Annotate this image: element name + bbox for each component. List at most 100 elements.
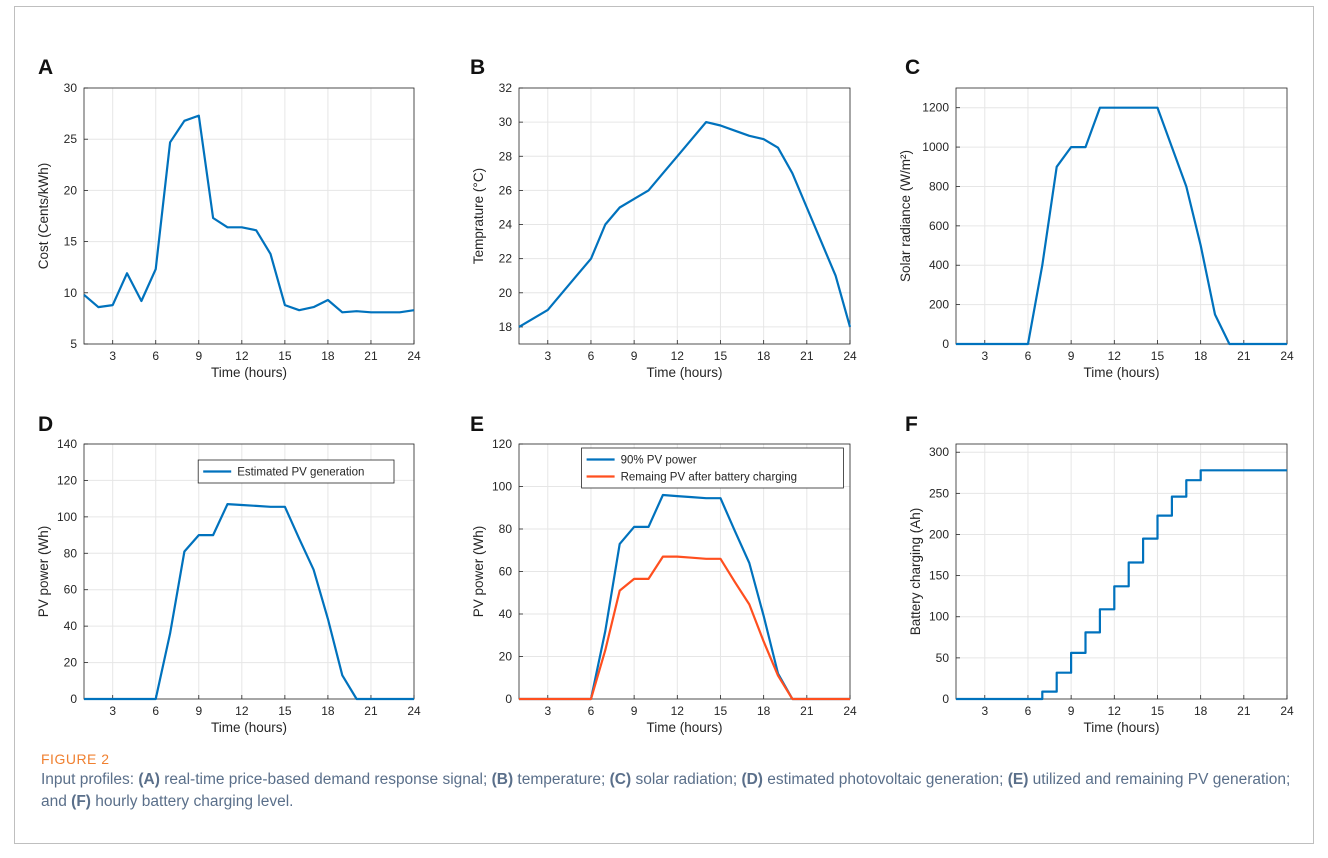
y-tick-label: 0 bbox=[942, 337, 949, 351]
caption-text-run: utilized and remaining PV generation; an… bbox=[41, 771, 1291, 810]
axes-box bbox=[518, 87, 851, 345]
x-axis-label: Time (hours) bbox=[211, 365, 287, 380]
x-axis-label: Time (hours) bbox=[646, 365, 722, 380]
x-tick-label: 6 bbox=[588, 349, 595, 363]
y-tick-label: 100 bbox=[492, 480, 512, 494]
caption-panel-ref: (C) bbox=[609, 771, 632, 788]
legend-box bbox=[197, 459, 395, 484]
chart-panel-c: C 3 6 9 12 15 18 21 24 0 200 400 600 800 1000 1200 Time … bbox=[898, 56, 1294, 380]
caption-panel-ref: (D) bbox=[741, 771, 763, 788]
y-tick-label: 400 bbox=[929, 258, 949, 272]
panel-letter: B bbox=[470, 56, 485, 79]
figure-label: FIGURE 2 bbox=[41, 751, 110, 767]
caption-panel-ref: (A) bbox=[138, 771, 160, 788]
y-tick-label: 20 bbox=[64, 183, 78, 197]
y-tick-label: 50 bbox=[936, 651, 950, 665]
x-tick-label: 18 bbox=[1194, 704, 1208, 718]
y-tick-label: 25 bbox=[64, 132, 78, 146]
x-tick-label: 15 bbox=[714, 349, 728, 363]
y-axis-label: PV power (Wh) bbox=[36, 526, 51, 618]
y-tick-label: 300 bbox=[929, 445, 949, 459]
series-line-1 bbox=[83, 114, 415, 314]
x-tick-label: 18 bbox=[1194, 349, 1208, 363]
x-tick-label: 18 bbox=[321, 704, 335, 718]
y-tick-label: 30 bbox=[64, 81, 78, 95]
x-tick-label: 3 bbox=[109, 704, 116, 718]
y-tick-label: 30 bbox=[499, 115, 513, 129]
panel-letter: C bbox=[905, 56, 920, 79]
y-tick-label: 28 bbox=[499, 149, 513, 163]
legend-entry: 90% PV power bbox=[621, 455, 697, 467]
legend-entry: Estimated PV generation bbox=[237, 467, 364, 479]
x-tick-label: 9 bbox=[631, 349, 638, 363]
y-tick-label: 20 bbox=[499, 650, 513, 664]
x-tick-label: 21 bbox=[364, 704, 378, 718]
x-axis-label: Time (hours) bbox=[1083, 720, 1159, 735]
x-tick-label: 24 bbox=[1280, 349, 1294, 363]
panel-letter: E bbox=[470, 413, 484, 436]
x-tick-label: 9 bbox=[1068, 704, 1075, 718]
series-line-2 bbox=[519, 555, 850, 701]
x-tick-label: 15 bbox=[714, 704, 728, 718]
y-axis-label: Temprature (°C) bbox=[471, 168, 486, 264]
x-tick-label: 21 bbox=[800, 349, 814, 363]
caption-panel-ref: (B) bbox=[491, 771, 514, 788]
x-tick-label: 15 bbox=[1151, 704, 1165, 718]
axes-box bbox=[955, 87, 1288, 345]
x-tick-label: 21 bbox=[1237, 349, 1251, 363]
legend: Estimated PV generation bbox=[197, 459, 395, 484]
y-tick-label: 60 bbox=[64, 583, 78, 597]
x-axis-label: Time (hours) bbox=[211, 720, 287, 735]
y-tick-label: 100 bbox=[929, 610, 949, 624]
x-tick-label: 18 bbox=[757, 704, 771, 718]
y-tick-label: 0 bbox=[505, 692, 512, 706]
x-axis-label: Time (hours) bbox=[646, 720, 722, 735]
x-tick-label: 9 bbox=[1068, 349, 1075, 363]
y-tick-label: 100 bbox=[57, 510, 77, 524]
y-tick-label: 15 bbox=[64, 235, 78, 249]
x-tick-label: 18 bbox=[321, 349, 335, 363]
y-tick-label: 200 bbox=[929, 298, 949, 312]
series-line-1 bbox=[518, 121, 852, 328]
x-tick-label: 21 bbox=[1237, 704, 1251, 718]
chart-panel-b: B 3 6 9 12 15 18 21 24 18 20 22 24 26 28 30 32 Time (hour… bbox=[470, 56, 857, 380]
y-tick-label: 22 bbox=[499, 252, 513, 266]
x-tick-label: 6 bbox=[588, 704, 595, 718]
x-tick-label: 3 bbox=[544, 704, 551, 718]
chart-panel-d: D 3 6 9 12 15 18 21 24 0 20 40 60 80 100 120 140 Time (ho… bbox=[36, 413, 421, 735]
y-tick-label: 1000 bbox=[922, 140, 949, 154]
y-axis-label: Cost (Cents/kWh) bbox=[36, 163, 51, 270]
series-line-1 bbox=[84, 503, 414, 701]
x-tick-label: 15 bbox=[278, 349, 292, 363]
caption-text-run: temperature; bbox=[513, 771, 610, 788]
x-tick-label: 24 bbox=[843, 704, 857, 718]
chart-panel-e: E 3 6 9 12 15 18 21 24 0 20 40 60 80 100 120 Time (hours… bbox=[470, 413, 857, 735]
x-tick-label: 3 bbox=[981, 349, 988, 363]
y-tick-label: 120 bbox=[57, 473, 77, 487]
y-tick-label: 40 bbox=[64, 619, 78, 633]
y-tick-label: 80 bbox=[499, 522, 513, 536]
figure-frame bbox=[14, 6, 1314, 844]
y-tick-label: 18 bbox=[499, 320, 513, 334]
caption-text-run: Input profiles: bbox=[41, 771, 139, 788]
y-tick-label: 1200 bbox=[922, 101, 949, 115]
caption-panel-ref: (F) bbox=[71, 793, 91, 810]
x-tick-label: 12 bbox=[235, 704, 249, 718]
plot-area bbox=[519, 88, 850, 344]
panel-letter: D bbox=[38, 413, 53, 436]
plot-area bbox=[956, 88, 1287, 344]
plot-area bbox=[84, 88, 414, 344]
axes-box bbox=[955, 443, 1288, 700]
x-tick-label: 21 bbox=[364, 349, 378, 363]
x-tick-label: 6 bbox=[152, 349, 159, 363]
x-axis-label: Time (hours) bbox=[1083, 365, 1159, 380]
legend-box bbox=[581, 447, 844, 489]
x-tick-label: 15 bbox=[278, 704, 292, 718]
x-tick-label: 12 bbox=[235, 349, 249, 363]
y-tick-label: 24 bbox=[499, 218, 513, 232]
y-tick-label: 150 bbox=[929, 569, 949, 583]
x-tick-label: 18 bbox=[757, 349, 771, 363]
y-tick-label: 5 bbox=[70, 337, 77, 351]
x-tick-label: 3 bbox=[544, 349, 551, 363]
